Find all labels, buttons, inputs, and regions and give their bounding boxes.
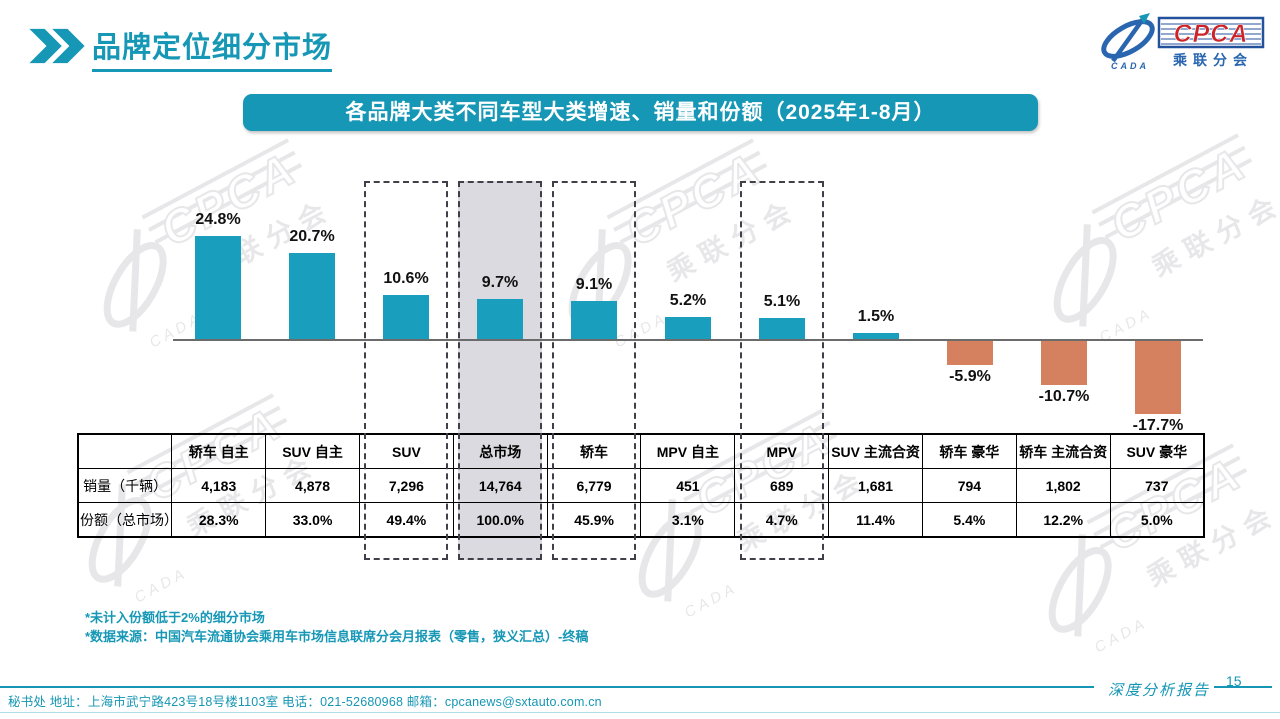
logo-box-stripes — [1161, 23, 1261, 45]
table-header-cell: 轿车 自主 — [171, 433, 267, 469]
table-header-cell: 总市场 — [452, 433, 548, 469]
svg-text:CADA: CADA — [132, 564, 191, 606]
bar-positive — [665, 317, 711, 339]
table-value-cell: 737 — [1109, 468, 1205, 503]
bar-positive — [195, 236, 241, 339]
table-value-cell: 6,779 — [546, 468, 642, 503]
svg-text:乘联分会: 乘联分会 — [196, 193, 338, 288]
svg-text:CADA: CADA — [147, 309, 206, 351]
chart-title-banner: 各品牌大类不同车型大类增速、销量和份额（2025年1-8月） — [243, 94, 1038, 131]
bar-negative — [947, 341, 993, 365]
footer-bottom-rule — [0, 712, 1280, 713]
footnotes: *未计入份额低于2%的细分市场 *数据来源：中国汽车流通协会乘用车市场信息联席分… — [85, 608, 588, 646]
footer-contact: 秘书处 地址：上海市武宁路423号18号楼1103室 电话：021-526809… — [8, 695, 602, 709]
footer-rule-left — [0, 686, 1094, 688]
bar-value-label: 24.8% — [195, 211, 241, 228]
logo-cpca-text: CPCA — [1174, 20, 1249, 48]
logo-box — [1157, 16, 1265, 49]
table-value-cell: 5.4% — [921, 502, 1017, 538]
table-value-cell: 12.2% — [1015, 502, 1111, 538]
footnote-2: *数据来源：中国汽车流通协会乘用车市场信息联席分会月报表（零售，狭义汇总）-终稿 — [85, 629, 589, 644]
table-header-cell: SUV — [358, 433, 454, 469]
table-value-cell: 49.4% — [358, 502, 454, 538]
table-header-cell: SUV 自主 — [265, 433, 360, 469]
logo-subtitle: 乘联分会 — [1172, 52, 1253, 68]
table-header-cell: 轿车 — [546, 433, 642, 469]
svg-text:CPCA: CPCA — [1102, 136, 1256, 251]
svg-text:CADA: CADA — [1097, 304, 1156, 346]
table-value-cell: 451 — [640, 468, 736, 503]
header: 品牌定位细分市场 — [28, 24, 333, 72]
table-row-label: 销量（千辆） — [77, 468, 173, 503]
bar-value-label: -5.9% — [949, 368, 991, 385]
table-value-cell: 3.1% — [640, 502, 736, 538]
table-value-cell: 4,878 — [265, 468, 360, 503]
table-row-label: 份额（总市场） — [77, 502, 173, 538]
table-value-cell: 4.7% — [734, 502, 830, 538]
table-value-cell: 11.4% — [828, 502, 923, 538]
segment-table: 轿车 自主 SUV 自主 SUV 总市场 轿车 MPV 自主 MPV SUV 主流合资 轿车 豪… — [77, 433, 1205, 538]
footer-report-label: 深度分析报告 — [1107, 681, 1210, 699]
bar-value-label: -10.7% — [1038, 388, 1090, 405]
page-number: 15 — [1226, 673, 1242, 689]
table-value-cell: 14,764 — [452, 468, 548, 503]
dashed-highlight-box — [552, 181, 636, 560]
bar-positive — [853, 333, 899, 339]
bar-value-label: 1.5% — [857, 308, 895, 325]
table-header-cell: SUV 豪华 — [1109, 433, 1205, 469]
svg-text:CPCA: CPCA — [152, 141, 306, 256]
footer-rule-right — [1214, 686, 1272, 688]
table-value-cell: 5.0% — [1109, 502, 1205, 538]
logo-cada-text: CADA — [1111, 61, 1149, 70]
table-value-cell: 28.3% — [171, 502, 267, 538]
table-row: 份额（总市场） 28.3% 33.0% 49.4% 100.0% 45.9% 3.1% 4.7… — [77, 502, 1205, 538]
table-value-cell: 7,296 — [358, 468, 454, 503]
cpca-logo: CADA CPCA 乘联分会 — [1101, 13, 1265, 70]
table-row: 销量（千辆） 4,183 4,878 7,296 14,764 6,779 451 689 1,… — [77, 468, 1205, 503]
table-value-cell: 33.0% — [265, 502, 360, 538]
page-title: 品牌定位细分市场 — [92, 24, 333, 72]
table-value-cell: 689 — [734, 468, 830, 503]
table-header-cell: 轿车 主流合资 — [1015, 433, 1111, 469]
svg-text:CADA: CADA — [1092, 614, 1151, 656]
table-value-cell: 4,183 — [171, 468, 267, 503]
bar-value-label: 5.2% — [669, 292, 707, 309]
double-chevron-icon — [29, 28, 85, 64]
table-header-cell: SUV 主流合资 — [828, 433, 923, 469]
svg-text:CADA: CADA — [682, 579, 741, 621]
dashed-highlight-box — [740, 181, 824, 560]
bar-value-label: 20.7% — [289, 228, 335, 245]
bar-positive — [289, 253, 335, 339]
table-header-cell: MPV 自主 — [640, 433, 736, 469]
table-value-cell: 1,802 — [1015, 468, 1111, 503]
logo-swoosh-arrow — [1139, 13, 1150, 24]
table-row: 轿车 自主 SUV 自主 SUV 总市场 轿车 MPV 自主 MPV SUV 主流合资 轿车 豪… — [77, 433, 1205, 469]
logo-swoosh-line — [1111, 17, 1145, 63]
bar-negative — [1135, 341, 1181, 414]
table-value-cell: 45.9% — [546, 502, 642, 538]
table-value-cell: 794 — [921, 468, 1017, 503]
table-corner-cell — [77, 433, 173, 469]
dashed-highlight-box — [364, 181, 448, 560]
dashed-highlight-box — [458, 181, 542, 560]
segment-table-wrap: 轿车 自主 SUV 自主 SUV 总市场 轿车 MPV 自主 MPV SUV 主流合资 轿车 豪… — [77, 433, 1205, 538]
table-header-cell: 轿车 豪华 — [921, 433, 1017, 469]
logo-swoosh-ellipse — [1101, 19, 1155, 59]
table-value-cell: 100.0% — [452, 502, 548, 538]
footnote-1: *未计入份额低于2%的细分市场 — [85, 610, 265, 625]
table-value-cell: 1,681 — [828, 468, 923, 503]
svg-text:乘联分会: 乘联分会 — [1146, 188, 1280, 283]
x-axis-line — [173, 339, 1203, 341]
bar-negative — [1041, 341, 1087, 385]
